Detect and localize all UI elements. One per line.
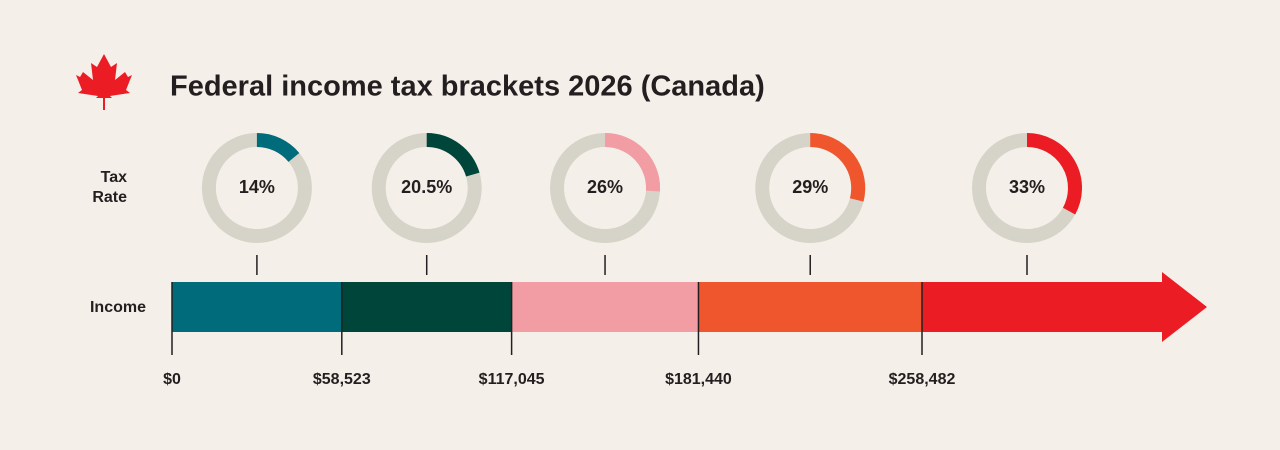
rate-value-label: 29% [792, 177, 828, 197]
threshold-label: $117,045 [479, 371, 545, 388]
threshold-label: $181,440 [665, 371, 732, 388]
donut-arc [1026, 133, 1082, 215]
rate-value-label: 14% [239, 177, 275, 197]
bracket-segment [172, 282, 342, 332]
threshold-label: $58,523 [313, 371, 371, 388]
threshold-label: $0 [163, 371, 181, 388]
donut-arc [256, 133, 300, 163]
donut-arc [809, 133, 866, 202]
maple-leaf [76, 54, 132, 110]
bracket-segment [511, 282, 699, 332]
donut-arc [426, 133, 480, 177]
rate-value-label: 26% [587, 177, 623, 197]
income-label: Income [90, 299, 146, 316]
rate-value-label: 20.5% [401, 177, 452, 197]
bracket-segment [341, 282, 512, 332]
bracket-segment [698, 282, 922, 332]
bracket-arrow [922, 272, 1207, 342]
chart-title: Federal income tax brackets 2026 (Canada… [170, 71, 765, 103]
rate-label: Tax Rate [92, 169, 127, 206]
donut-arc [604, 133, 660, 192]
rate-value-label: 33% [1009, 177, 1045, 197]
threshold-label: $258,482 [889, 371, 956, 388]
